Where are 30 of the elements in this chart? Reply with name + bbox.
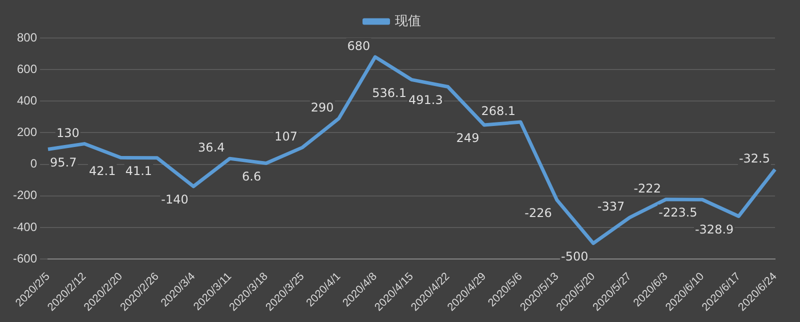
data-label: -337: [597, 200, 625, 214]
y-tick-label: -600: [12, 251, 38, 266]
data-label: 36.4: [198, 140, 225, 155]
y-tick-label: 800: [16, 30, 38, 44]
data-label: 130: [56, 126, 80, 140]
y-tick-label: 0: [30, 156, 38, 171]
data-label: -226: [524, 206, 552, 220]
data-label: 95.7: [50, 155, 77, 170]
data-label: 42.1: [88, 164, 116, 178]
data-label: 491.3: [408, 92, 443, 107]
data-label: -500: [561, 249, 588, 264]
y-tick-label: -400: [12, 220, 38, 234]
data-label: -222: [634, 182, 661, 196]
y-tick-label: 400: [16, 93, 38, 108]
data-label: -328.9: [694, 222, 734, 236]
data-label: -140: [161, 192, 188, 207]
data-label: -32.5: [738, 152, 770, 166]
y-tick-label: 200: [16, 125, 38, 140]
data-label: 6.6: [242, 169, 262, 184]
legend-label: 现值: [394, 14, 421, 29]
data-label: 536.1: [372, 86, 407, 100]
data-label: 249: [456, 131, 480, 146]
data-label: 290: [310, 100, 334, 115]
y-tick-label: -200: [12, 188, 38, 202]
data-label: 268.1: [481, 104, 516, 118]
y-tick-label: 600: [16, 62, 38, 76]
data-label: 680: [347, 39, 370, 54]
data-label: -223.5: [658, 206, 698, 220]
data-label: 41.1: [125, 164, 152, 178]
data-label: 107: [274, 130, 298, 144]
